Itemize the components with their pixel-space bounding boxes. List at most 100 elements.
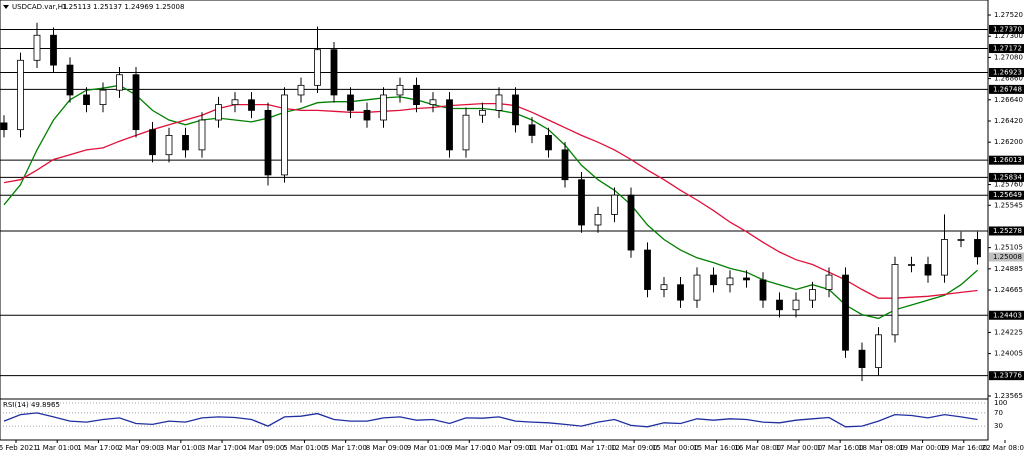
level-tag — [989, 155, 1024, 165]
candle-body — [677, 284, 684, 301]
level-label: 1.23776 — [993, 372, 1022, 380]
y-tick-label: 1.24005 — [994, 350, 1023, 358]
candle-body — [281, 94, 288, 176]
candle-body — [479, 109, 486, 116]
candle-body — [611, 194, 618, 215]
y-tick-label: 1.24885 — [994, 265, 1023, 273]
candle-body — [809, 289, 816, 301]
rsi-line — [3, 412, 978, 428]
candle-body — [743, 277, 750, 281]
candle-body — [693, 274, 701, 301]
candle-body — [512, 94, 519, 126]
level-tag — [989, 68, 1024, 78]
candle-body — [495, 94, 503, 111]
candle-body — [314, 49, 321, 86]
level-label: 1.27370 — [993, 25, 1022, 33]
x-tick-label: 17 Mar 16:00 — [817, 444, 864, 452]
y-tick-label: 1.24665 — [994, 286, 1023, 294]
x-tick-label: 15 Mar 16:00 — [693, 444, 740, 452]
candle-body — [198, 119, 206, 151]
candle-body — [297, 84, 305, 96]
candle-body — [528, 124, 536, 136]
moving-average — [3, 84, 978, 320]
candle-body — [66, 64, 74, 96]
level-label: 1.24403 — [993, 311, 1022, 319]
x-tick-label: 17 Mar 00:00 — [776, 444, 823, 452]
candle-body — [957, 239, 965, 241]
y-tick-label: 1.27300 — [994, 32, 1023, 40]
level-tag — [989, 24, 1024, 34]
candle-body — [33, 34, 41, 61]
y-tick-label: 1.24225 — [994, 328, 1023, 336]
rsi-tick-label: 70 — [994, 409, 1003, 417]
rsi-tick-label: 30 — [994, 422, 1003, 430]
candle-body — [99, 89, 107, 106]
candle-body — [462, 114, 470, 151]
quote: 1.25113 1.25137 1.24969 1.25008 — [62, 3, 184, 11]
x-tick-label: 9 Mar 17:00 — [448, 444, 490, 452]
candle-body — [132, 74, 140, 131]
candle-body — [182, 135, 189, 151]
level-tag — [989, 190, 1024, 200]
candle-body — [396, 84, 404, 96]
y-tick-label: 1.26860 — [994, 75, 1023, 83]
y-tick-label: 1.26640 — [994, 96, 1023, 104]
menu-triangle[interactable] — [3, 5, 9, 9]
x-tick-label: 19 Mar 00:00 — [899, 444, 946, 452]
x-tick-label: 5 Mar 01:00 — [283, 444, 325, 452]
candle-body — [710, 274, 717, 286]
last-price-tag — [989, 252, 1024, 262]
candle-body — [776, 299, 783, 311]
y-tick-label: 1.27520 — [994, 11, 1023, 19]
x-tick-label: 11 Mar 01:00 — [528, 444, 575, 452]
candle-body — [413, 84, 420, 106]
plot-frame — [0, 0, 989, 441]
level-tag — [989, 84, 1024, 94]
candle-body — [330, 49, 338, 96]
rsi-title: RSI(14) 49.8965 — [3, 401, 60, 409]
level-label: 1.25649 — [993, 191, 1022, 199]
y-tick-label: 1.27080 — [994, 53, 1023, 61]
y-tick-label: 1.26200 — [994, 138, 1023, 146]
x-tick-label: 10 Mar 09:00 — [487, 444, 534, 452]
x-tick-label: 9 Mar 01:00 — [407, 444, 449, 452]
candle-body — [165, 135, 173, 156]
y-tick-label: 1.25105 — [994, 244, 1023, 252]
x-tick-label: 18 Mar 08:00 — [858, 444, 905, 452]
candle-body — [644, 249, 651, 290]
x-tick-label: 2 Mar 09:00 — [118, 444, 160, 452]
candle-body — [347, 94, 354, 111]
candle-body — [380, 94, 387, 121]
rsi-tick-label: 100 — [994, 399, 1007, 407]
candle-body — [660, 284, 668, 290]
x-tick-label: 3 Mar 01:00 — [160, 444, 202, 452]
x-tick-label: 4 Mar 09:00 — [242, 444, 284, 452]
candle-body — [561, 149, 569, 181]
level-tag — [989, 226, 1024, 236]
candle-body — [0, 122, 8, 131]
candle-body — [248, 99, 255, 111]
x-tick-label: 12 Mar 09:00 — [611, 444, 658, 452]
x-tick-label: 5 Mar 17:00 — [325, 444, 367, 452]
y-tick-label: 1.25760 — [994, 181, 1023, 189]
candle-body — [941, 239, 948, 276]
chart-title: USDCAD.var,H1 — [12, 3, 68, 11]
candle-body — [446, 99, 453, 151]
x-tick-label: 1 Mar 01:00 — [36, 444, 78, 452]
candle-body — [875, 334, 882, 368]
level-label: 1.26923 — [993, 69, 1022, 77]
candle-body — [908, 264, 915, 266]
candle-body — [924, 264, 932, 276]
candle-body — [231, 99, 239, 106]
candle-body — [726, 277, 734, 286]
level-tag — [989, 371, 1024, 381]
candle-body — [891, 264, 899, 336]
x-tick-label: 3 Mar 17:00 — [201, 444, 243, 452]
x-tick-label: 22 Mar 08:00 — [982, 444, 1024, 452]
y-tick-label: 1.25545 — [994, 201, 1023, 209]
level-tag — [989, 310, 1024, 320]
candle-body — [627, 194, 635, 251]
candle-body — [17, 59, 24, 131]
level-label: 1.25278 — [993, 227, 1022, 235]
x-tick-label: 1 Mar 17:00 — [77, 444, 119, 452]
